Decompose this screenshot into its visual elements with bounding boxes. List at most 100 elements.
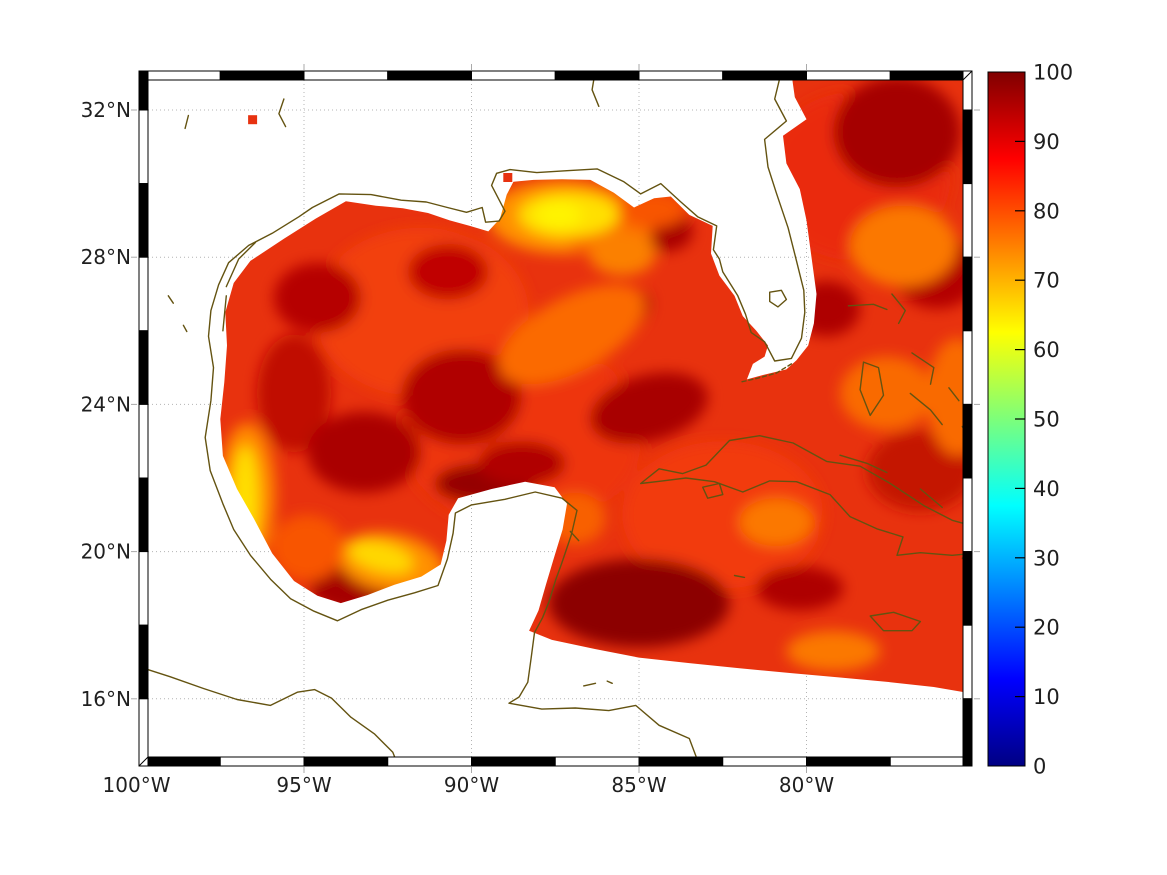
- frame-segment: [387, 756, 472, 767]
- coastline-texas-river-1: [278, 98, 287, 128]
- coastline-andros: [859, 361, 885, 417]
- frame-segment: [138, 183, 149, 258]
- coastline-us-mexico-yucatan: [204, 80, 806, 757]
- colorbar-tick-label: 70: [1033, 269, 1060, 293]
- outer-ticks: [131, 64, 980, 773]
- lon-tick-label: 95°W: [276, 773, 331, 797]
- colorbar-tick-label: 30: [1033, 546, 1060, 570]
- frame-segment: [471, 756, 556, 767]
- frame-segment: [806, 70, 891, 81]
- frame-segment: [889, 756, 973, 767]
- coastline-florida-keys: [738, 363, 793, 383]
- lat-tick-label: 20°N: [81, 540, 131, 564]
- colorbar: 0 10 20 30 40 50 60 70 80 90 100: [987, 61, 1073, 779]
- lat-tick-label: 24°N: [81, 392, 131, 416]
- stray-data-pixel: [503, 173, 513, 182]
- frame-segment: [962, 624, 973, 700]
- frame-segment: [138, 624, 149, 700]
- coastline-abaco: [891, 293, 906, 325]
- coastline-exuma-chain: [909, 392, 943, 426]
- coastline-bay-islands-2: [606, 680, 613, 684]
- lon-tick-label: 90°W: [444, 773, 499, 797]
- frame-segment: [962, 70, 973, 111]
- heat-blob: [273, 262, 361, 333]
- frame-segment: [138, 256, 149, 332]
- coastline-cozumel: [569, 530, 580, 542]
- stray-data-pixel: [248, 115, 258, 125]
- colorbar-tick-label: 40: [1033, 477, 1060, 501]
- frame-segment: [962, 109, 973, 185]
- heat-blob: [407, 244, 489, 300]
- colorbar-tick-label: 60: [1033, 338, 1060, 362]
- coastline-bay-islands-1: [583, 682, 597, 687]
- frame-segment: [638, 70, 724, 81]
- frame-segment: [138, 756, 221, 767]
- frame-segment: [962, 477, 973, 553]
- coastline-lake-okeechobee: [769, 289, 788, 308]
- frame-segment: [219, 70, 305, 81]
- frame-segment: [554, 756, 640, 767]
- lon-tick-label: 100°W: [103, 773, 171, 797]
- heat-blob: [840, 356, 934, 431]
- frame-segment: [962, 330, 973, 405]
- frame-segment: [962, 551, 973, 626]
- heat-blob: [257, 334, 331, 453]
- heat-blob: [756, 566, 844, 611]
- lat-tick-label: 16°N: [81, 687, 131, 711]
- colorbar-tick-label: 100: [1033, 61, 1073, 85]
- coastline-isla-juventud: [702, 482, 724, 499]
- colorbar-tick-label: 90: [1033, 130, 1060, 154]
- heat-blob: [927, 338, 963, 456]
- colorbar-tick-label: 10: [1033, 685, 1060, 709]
- heat-blob: [478, 441, 566, 486]
- heat-blob: [270, 514, 345, 582]
- lat-tick-label: 32°N: [81, 98, 131, 122]
- frame-segment: [387, 70, 472, 81]
- coastline-alabama-river: [591, 80, 600, 107]
- heat-blob: [850, 205, 958, 287]
- frame-segment: [138, 70, 221, 81]
- heat-blob: [498, 284, 646, 385]
- frame-corner-miter: [962, 70, 973, 81]
- heat-blob: [307, 411, 422, 493]
- coastline-jamaica: [869, 611, 922, 632]
- coastline-padre-island: [222, 295, 227, 332]
- frame-segment: [471, 70, 556, 81]
- frame-segment: [889, 70, 973, 81]
- colorbar-tick-label: 20: [1033, 616, 1060, 640]
- heat-blob: [786, 630, 881, 672]
- frame-corner-miter: [962, 756, 973, 767]
- coastline-mexico-islet-2: [182, 324, 188, 333]
- heat-blob: [590, 372, 708, 444]
- coastline-texas-barrier: [225, 241, 257, 288]
- heat-blob: [866, 430, 963, 512]
- frame-segment: [303, 70, 389, 81]
- frame-segment: [303, 756, 389, 767]
- lat-tick-label: 28°N: [81, 245, 131, 269]
- coastline-grand-cayman: [733, 574, 746, 579]
- colorbar-tick-label: 0: [1033, 755, 1046, 779]
- coastline-cuba-north-cays: [839, 454, 888, 474]
- frame-corner-miter: [138, 756, 149, 767]
- heat-blob: [833, 80, 961, 188]
- coastline-camaguey-cays: [919, 488, 943, 509]
- frame-segment: [138, 70, 149, 111]
- coastlines: [148, 80, 963, 757]
- frame-segment: [638, 756, 724, 767]
- lon-tick-label: 85°W: [611, 773, 666, 797]
- frame-segment: [806, 756, 891, 767]
- coastline-eleuthera: [911, 352, 935, 385]
- frame-segment: [138, 698, 149, 767]
- coastline-grand-bahama: [847, 303, 888, 311]
- frame-segment: [138, 403, 149, 479]
- heat-blob: [348, 540, 414, 574]
- frame-segment: [722, 756, 807, 767]
- frame-segment: [138, 330, 149, 405]
- frame-segment: [962, 256, 973, 332]
- coastline-mexico-islet-1: [167, 295, 174, 304]
- heat-blob: [588, 231, 656, 276]
- frame-segment: [554, 70, 640, 81]
- coastline-haiti-tip: [961, 556, 963, 560]
- land-mask: [148, 80, 963, 757]
